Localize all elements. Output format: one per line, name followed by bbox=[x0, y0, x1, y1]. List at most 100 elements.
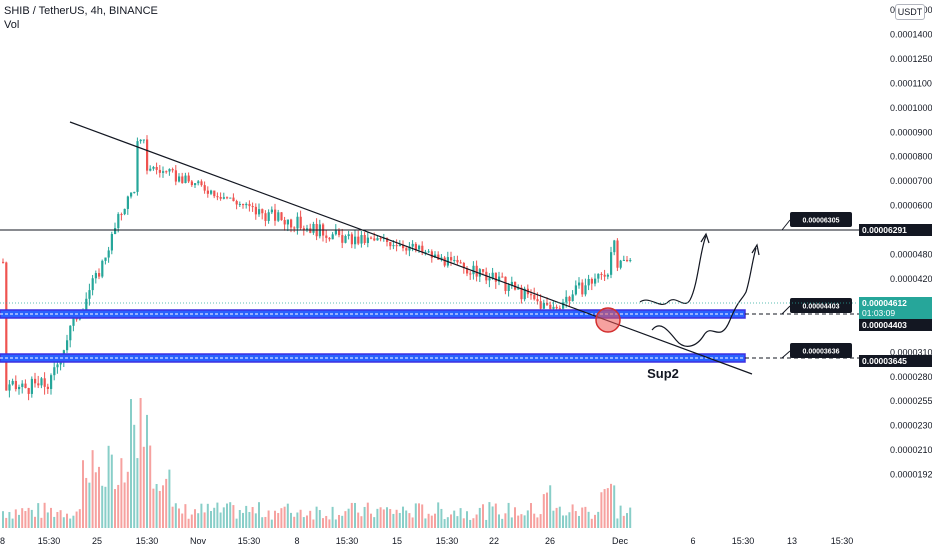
candle-body bbox=[622, 259, 625, 261]
candle bbox=[123, 208, 126, 216]
candle-body bbox=[427, 251, 430, 253]
volume-bar bbox=[354, 502, 356, 528]
candle-body bbox=[24, 383, 27, 389]
candle bbox=[478, 268, 481, 283]
volume-bar bbox=[334, 519, 337, 528]
candle bbox=[203, 181, 206, 194]
candle-body bbox=[325, 235, 328, 238]
candle bbox=[411, 240, 414, 252]
candle bbox=[213, 190, 216, 199]
volume-bar bbox=[491, 506, 494, 528]
volume-bar bbox=[18, 514, 20, 528]
x-tick-label: 6 bbox=[690, 536, 695, 546]
volume-bar bbox=[466, 511, 468, 528]
candle-body bbox=[270, 209, 273, 213]
volume-bar bbox=[130, 399, 132, 528]
volume-bar bbox=[418, 503, 420, 528]
price-tag: 0.00003645 bbox=[862, 356, 907, 366]
candle-body bbox=[299, 216, 302, 229]
candle-body bbox=[280, 212, 283, 221]
candle bbox=[402, 240, 405, 252]
projection-arrow-2 bbox=[751, 243, 760, 256]
volume-bar bbox=[485, 519, 488, 528]
candle-body bbox=[296, 216, 299, 229]
volume-bar bbox=[238, 510, 241, 528]
volume-bar bbox=[549, 485, 552, 528]
candle bbox=[459, 259, 462, 264]
candle bbox=[341, 228, 344, 249]
candle-body bbox=[578, 282, 581, 286]
candle bbox=[251, 202, 254, 212]
candle-body bbox=[85, 298, 88, 310]
volume-bar bbox=[414, 503, 417, 528]
candle-body bbox=[40, 378, 43, 386]
candle bbox=[120, 212, 123, 221]
candle-body bbox=[2, 261, 5, 263]
candle-body bbox=[101, 260, 104, 277]
candle-body bbox=[366, 237, 369, 244]
volume-bar bbox=[571, 504, 574, 528]
candle-body bbox=[72, 317, 75, 326]
volume-bar bbox=[232, 505, 235, 528]
volume-bar bbox=[520, 514, 523, 528]
candle-body bbox=[373, 238, 376, 241]
candle-body bbox=[466, 268, 469, 274]
candle bbox=[174, 165, 177, 186]
candle-body bbox=[168, 169, 171, 172]
candle-body bbox=[354, 236, 357, 245]
candle bbox=[606, 273, 609, 280]
candle bbox=[53, 361, 56, 381]
currency-selector[interactable]: USDT bbox=[895, 4, 925, 20]
volume-bar bbox=[318, 510, 321, 528]
volume-bar bbox=[30, 509, 33, 528]
volume-bar bbox=[382, 509, 385, 528]
volume-bar bbox=[91, 450, 94, 528]
candle bbox=[158, 165, 161, 178]
candle-body bbox=[555, 306, 558, 309]
candle-body bbox=[606, 274, 609, 277]
x-tick-label: 15 bbox=[392, 536, 402, 546]
candle-body bbox=[437, 254, 440, 260]
candle bbox=[571, 290, 574, 302]
callout-box bbox=[790, 298, 852, 313]
volume-bar bbox=[600, 492, 603, 528]
volume-bar bbox=[21, 508, 24, 528]
candle-body bbox=[283, 220, 286, 225]
volume-bar bbox=[568, 512, 571, 528]
candle-body bbox=[117, 214, 120, 229]
volume-bar bbox=[299, 509, 302, 528]
volume-bar bbox=[494, 503, 497, 528]
candle-body bbox=[523, 288, 526, 300]
volume-bar bbox=[178, 508, 180, 528]
volume-bar bbox=[392, 513, 395, 528]
trend-line bbox=[69, 121, 753, 375]
candle bbox=[261, 208, 264, 220]
candle bbox=[594, 273, 597, 287]
volume-bar bbox=[296, 512, 299, 528]
candle bbox=[466, 266, 469, 277]
volume-bar bbox=[350, 502, 353, 528]
x-tick-label: 15:30 bbox=[831, 536, 854, 546]
candle-body bbox=[443, 257, 446, 266]
volume-bar bbox=[603, 489, 606, 528]
volume-bar bbox=[347, 508, 350, 528]
candle-body bbox=[357, 236, 360, 244]
candle-body bbox=[226, 197, 229, 199]
candle bbox=[190, 179, 193, 187]
candle bbox=[360, 230, 363, 248]
candle bbox=[30, 376, 33, 398]
candle-body bbox=[30, 378, 33, 394]
volume-bar bbox=[395, 509, 398, 528]
candle-body bbox=[411, 243, 414, 247]
volume-bar bbox=[328, 519, 331, 528]
candle-body bbox=[274, 209, 277, 221]
candle bbox=[530, 289, 533, 300]
volume-bar bbox=[104, 486, 107, 528]
candle bbox=[110, 231, 113, 255]
candle-body bbox=[597, 273, 600, 279]
